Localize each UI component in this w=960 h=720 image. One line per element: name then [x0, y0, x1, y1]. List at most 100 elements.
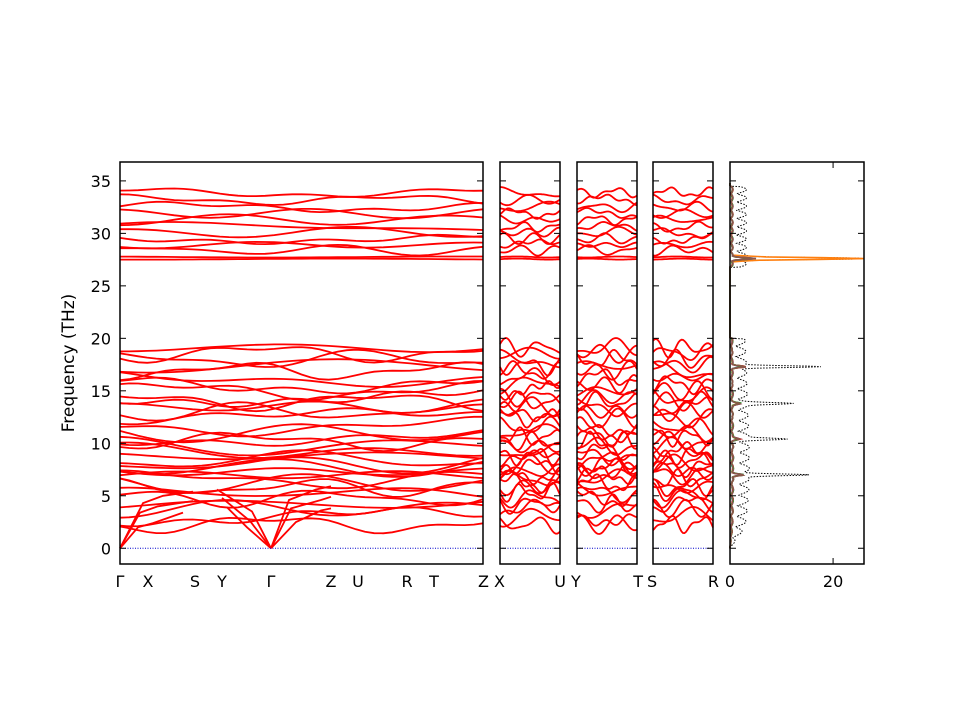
y-tick-label: 15: [91, 382, 111, 401]
band-line: [652, 255, 714, 259]
band-line: [119, 456, 484, 475]
band-line: [576, 368, 638, 388]
band-line: [499, 439, 561, 454]
band-line: [576, 187, 638, 199]
band-line: [499, 516, 561, 535]
band-line: [652, 401, 714, 423]
band-line: [576, 425, 638, 444]
band-line: [499, 472, 561, 494]
dos-x-tick-label: 0: [725, 572, 735, 591]
panel-frames: [119, 161, 865, 565]
band-line: [652, 505, 714, 523]
y-tick-label: 35: [91, 172, 111, 191]
band-line: [576, 430, 638, 450]
band-line: [652, 193, 714, 206]
band-line: [576, 457, 638, 475]
band-line: [499, 244, 561, 257]
band-line: [576, 373, 638, 395]
band-line: [652, 489, 714, 509]
band-line: [652, 482, 714, 502]
band-line: [500, 387, 561, 408]
band-lines: [119, 186, 714, 549]
band-line: [499, 226, 561, 238]
acoustic-branch: [221, 497, 272, 549]
band-line: [576, 360, 638, 381]
band-line: [576, 220, 638, 232]
band-line: [499, 337, 561, 358]
band-line: [576, 390, 638, 411]
band-line: [499, 426, 561, 446]
band-line: [119, 489, 484, 509]
acoustic-branch: [216, 488, 272, 549]
band-line: [499, 415, 561, 433]
band-line: [500, 255, 561, 259]
band-line: [576, 343, 638, 364]
band-line: [119, 499, 484, 519]
band-line: [119, 348, 484, 368]
x-tick-label: U: [352, 572, 364, 591]
x-tick-label: Z: [478, 572, 489, 591]
acoustic-branch: [270, 485, 332, 549]
band-line: [576, 407, 638, 429]
band-line: [119, 213, 484, 227]
y-axis-label: Frequency (THz): [59, 294, 79, 433]
band-line: [576, 490, 638, 508]
band-line: [576, 389, 638, 406]
band-line: [652, 453, 714, 473]
band-line: [499, 396, 561, 418]
band-line: [499, 489, 561, 509]
dos-x-tick-label: 20: [823, 572, 843, 591]
band-line: [576, 201, 638, 214]
y-tick-label: 25: [91, 277, 111, 296]
band-line: [119, 346, 484, 364]
band-line: [119, 431, 484, 453]
band-line: [652, 380, 714, 402]
band-line: [652, 480, 714, 494]
band-line: [119, 423, 484, 444]
band-line: [499, 358, 561, 377]
band-line: [499, 232, 561, 245]
band-line: [652, 375, 714, 396]
x-tick-label: Y: [216, 572, 227, 591]
x-tick-label: Γ: [116, 572, 125, 591]
band-line: [576, 404, 638, 419]
partial-dos-curve: [729, 183, 757, 549]
band-line: [119, 473, 484, 494]
band-line: [119, 221, 484, 231]
panel-frame: [119, 161, 484, 565]
band-line: [119, 187, 484, 198]
band-line: [119, 207, 484, 220]
band-line: [652, 220, 714, 233]
band-line: [119, 506, 484, 528]
band-line: [499, 507, 561, 528]
band-line: [499, 360, 561, 380]
band-line: [119, 389, 484, 408]
acoustic-branch: [119, 511, 184, 549]
band-line: [576, 514, 638, 535]
x-tick-label: R: [401, 572, 412, 591]
band-line: [652, 478, 714, 498]
band-line: [499, 453, 561, 476]
band-line: [120, 243, 484, 257]
band-line: [577, 255, 638, 259]
band-line: [119, 441, 484, 459]
band-line: [652, 417, 714, 436]
x-tick-label: X: [494, 572, 505, 591]
band-line: [119, 415, 483, 438]
panel-frame: [499, 161, 561, 565]
acoustic-branch: [119, 500, 194, 549]
x-tick-label: T: [428, 572, 439, 591]
x-tick-label: S: [190, 572, 200, 591]
band-line: [652, 496, 714, 513]
band-line: [119, 451, 484, 461]
band-line: [499, 441, 561, 457]
band-line: [120, 343, 484, 354]
band-line: [577, 436, 637, 456]
band-line: [576, 207, 638, 219]
band-line: [119, 458, 484, 478]
band-line: [576, 215, 638, 227]
band-line: [119, 240, 484, 250]
band-line: [119, 371, 484, 388]
